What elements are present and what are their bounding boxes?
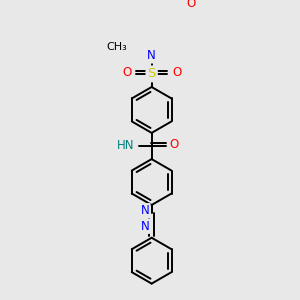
Text: HN: HN [117,140,134,152]
Text: N: N [141,220,149,233]
Text: O: O [122,66,131,79]
Text: O: O [172,66,182,79]
Text: S: S [148,68,156,80]
Text: N: N [147,50,156,62]
Text: CH₃: CH₃ [106,42,127,52]
Text: O: O [170,138,179,151]
Text: O: O [186,0,196,10]
Text: N: N [141,204,149,217]
